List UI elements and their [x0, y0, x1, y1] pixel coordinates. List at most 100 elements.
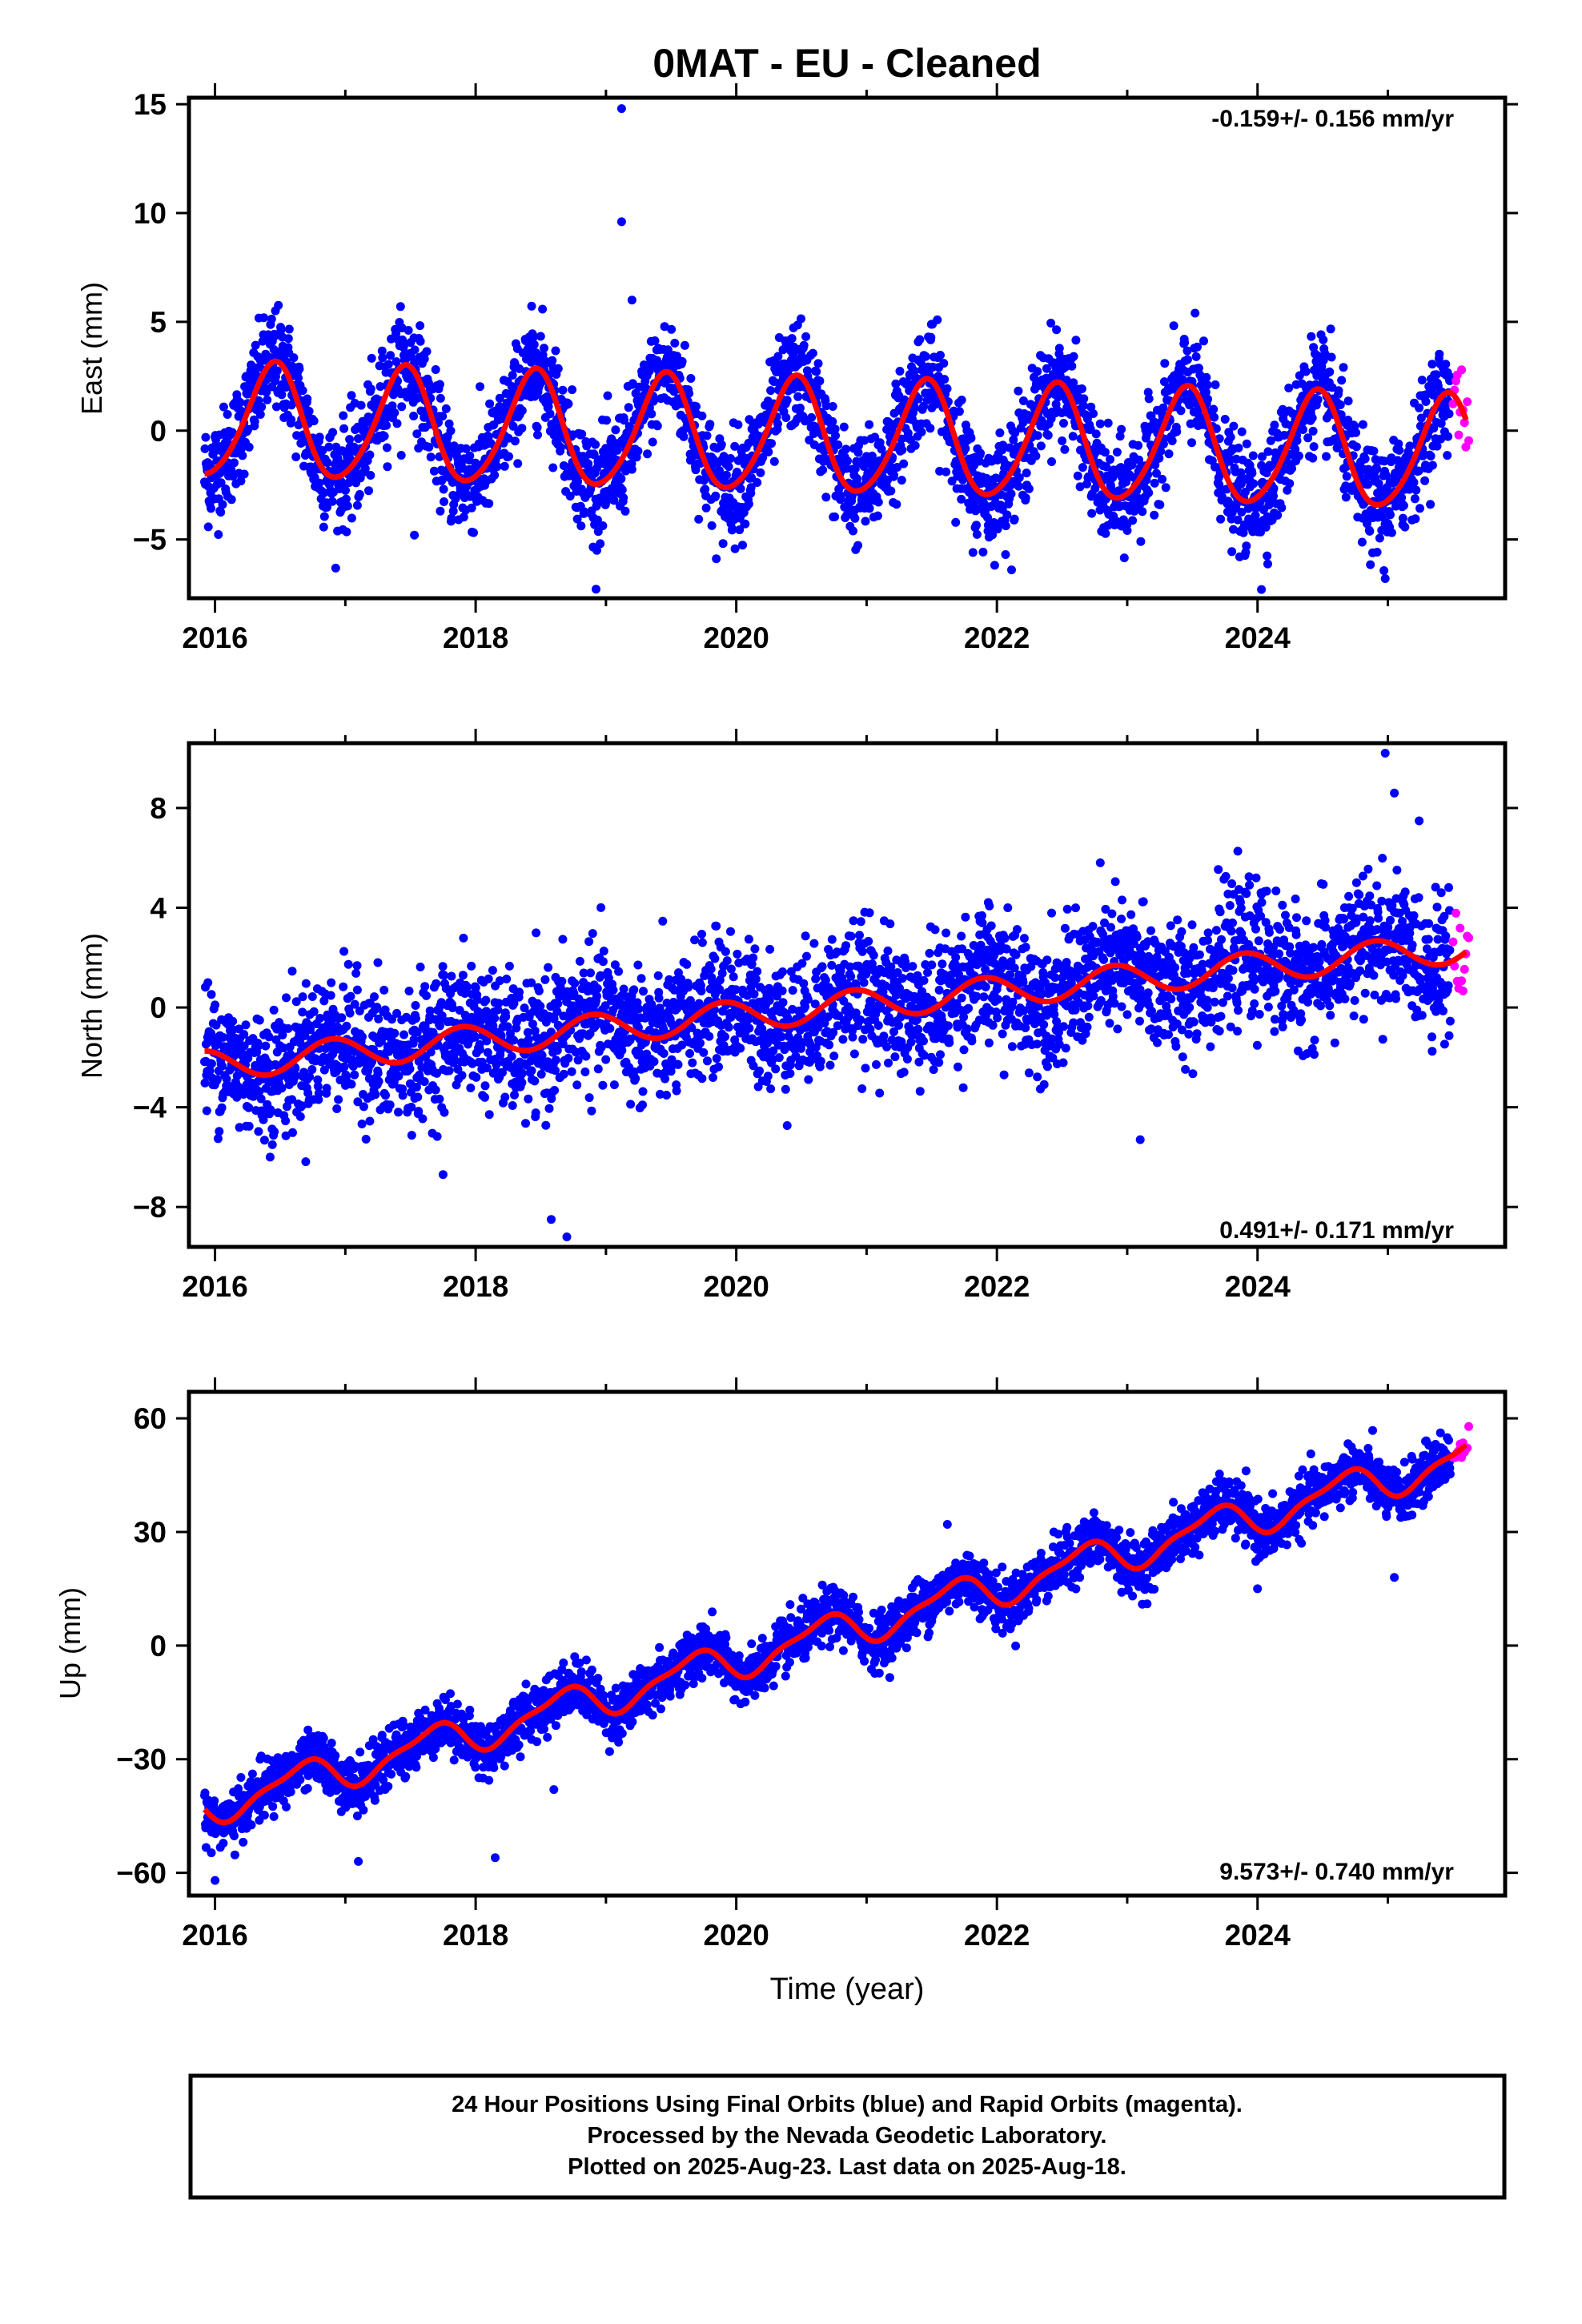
north-final-point-758	[484, 974, 493, 983]
north-final-point-1475	[753, 967, 762, 976]
north-final-point-873	[527, 1066, 536, 1076]
north-final-point-1157	[633, 960, 643, 970]
east-final-point-2864	[1273, 510, 1283, 520]
north-final-point-857	[521, 1119, 530, 1128]
east-final-point-3130	[1372, 548, 1382, 557]
north-final-point-1051	[593, 1064, 603, 1074]
east-final-point-341	[327, 497, 337, 506]
east-final-point-2698	[1211, 380, 1220, 389]
east-final-point-1797	[873, 511, 882, 521]
east-final-point-231	[287, 415, 296, 424]
east-final-point-2693	[1209, 404, 1219, 414]
north-final-point-1295	[685, 1049, 694, 1058]
east-final-point-526	[397, 402, 407, 412]
east-final-point-2412	[1103, 418, 1113, 428]
east-final-point-3027	[1334, 386, 1343, 396]
east-outlier-point-5	[1380, 574, 1390, 583]
east-final-point-350	[331, 563, 340, 573]
north-final-point-1543	[778, 967, 787, 976]
east-final-point-587	[420, 354, 429, 364]
north-final-point-725	[472, 1072, 481, 1082]
east-final-point-2563	[1160, 359, 1170, 368]
north-final-point-1291	[684, 983, 693, 992]
east-final-point-1676	[828, 416, 837, 426]
east-final-point-2331	[1073, 471, 1082, 480]
east-final-point-1895	[909, 366, 919, 376]
east-final-point-1684	[831, 431, 840, 440]
east-final-point-2153	[1006, 489, 1016, 499]
north-final-point-760	[484, 1110, 494, 1120]
east-final-point-382	[343, 501, 352, 511]
east-final-point-1416	[730, 544, 740, 553]
east-final-point-2259	[1046, 319, 1056, 328]
east-final-point-2839	[1263, 447, 1273, 456]
east-final-point-2090	[983, 513, 992, 522]
north-final-point-119	[244, 1121, 254, 1131]
east-final-point-2701	[1211, 424, 1221, 433]
east-rapid-point-8	[1460, 418, 1469, 428]
north-final-point-261	[298, 1007, 307, 1017]
north-final-point-379	[342, 1021, 351, 1031]
north-final-point-1002	[575, 956, 584, 966]
east-final-point-889	[533, 430, 542, 440]
east-x-tick-label-2024: 2024	[1225, 621, 1291, 654]
east-final-point-1775	[865, 504, 874, 513]
east-final-point-2724	[1220, 415, 1230, 424]
north-final-point-1395	[722, 956, 732, 966]
east-final-point-2282	[1054, 344, 1064, 353]
north-final-point-1362	[710, 954, 720, 963]
east-final-point-3137	[1375, 533, 1384, 543]
north-final-point-1389	[721, 1032, 729, 1042]
east-final-point-2838	[1263, 559, 1272, 569]
north-final-point-271	[301, 979, 311, 988]
east-final-point-2833	[1261, 522, 1271, 532]
east-final-point-2219	[1031, 451, 1041, 460]
east-x-tick-label-2020: 2020	[703, 621, 769, 654]
north-final-point-409	[353, 1097, 363, 1107]
east-final-point-2769	[1237, 427, 1247, 436]
east-final-point-3277	[1427, 360, 1437, 369]
east-final-point-1845	[891, 379, 901, 388]
east-final-point-2736	[1225, 454, 1235, 464]
north-final-point-292	[309, 1007, 319, 1016]
east-final-point-2274	[1052, 325, 1062, 335]
north-final-point-14	[205, 1066, 215, 1076]
north-final-point-218	[282, 993, 291, 1003]
north-final-point-463	[373, 1068, 383, 1078]
east-final-point-1866	[899, 459, 909, 468]
east-final-point-1982	[942, 384, 952, 393]
east-final-point-3301	[1436, 419, 1446, 428]
north-final-point-39	[215, 1127, 224, 1136]
east-final-point-3006	[1326, 324, 1335, 334]
east-final-point-2674	[1202, 372, 1211, 382]
east-final-point-469	[375, 382, 385, 392]
north-final-point-712	[467, 961, 476, 971]
east-final-point-438	[364, 486, 373, 496]
north-final-point-1544	[778, 998, 788, 1007]
north-final-point-400	[350, 1070, 359, 1080]
east-final-point-1282	[680, 340, 689, 350]
east-final-point-1141	[627, 464, 636, 474]
north-final-point-401	[350, 999, 359, 1009]
east-final-point-165	[262, 388, 271, 397]
east-final-point-1428	[735, 525, 745, 535]
north-final-point-822	[508, 1101, 517, 1110]
east-outlier-point-1	[616, 217, 626, 227]
east-final-point-2846	[1266, 436, 1275, 445]
east-final-point-1193	[647, 409, 656, 419]
east-model-curve	[204, 358, 1469, 509]
north-final-point-1166	[636, 974, 646, 983]
north-final-point-390	[346, 991, 355, 1001]
east-final-point-3290	[1432, 441, 1442, 451]
east-final-point-2932	[1299, 425, 1307, 434]
north-final-point-357	[334, 1095, 343, 1104]
north-final-point-1406	[726, 964, 736, 974]
east-final-point-635	[438, 412, 448, 421]
east-final-point-1568	[787, 334, 797, 344]
east-final-point-880	[529, 340, 539, 349]
east-final-point-1459	[746, 483, 756, 493]
north-final-point-431	[361, 1135, 371, 1144]
north-final-point-1146	[629, 985, 639, 995]
